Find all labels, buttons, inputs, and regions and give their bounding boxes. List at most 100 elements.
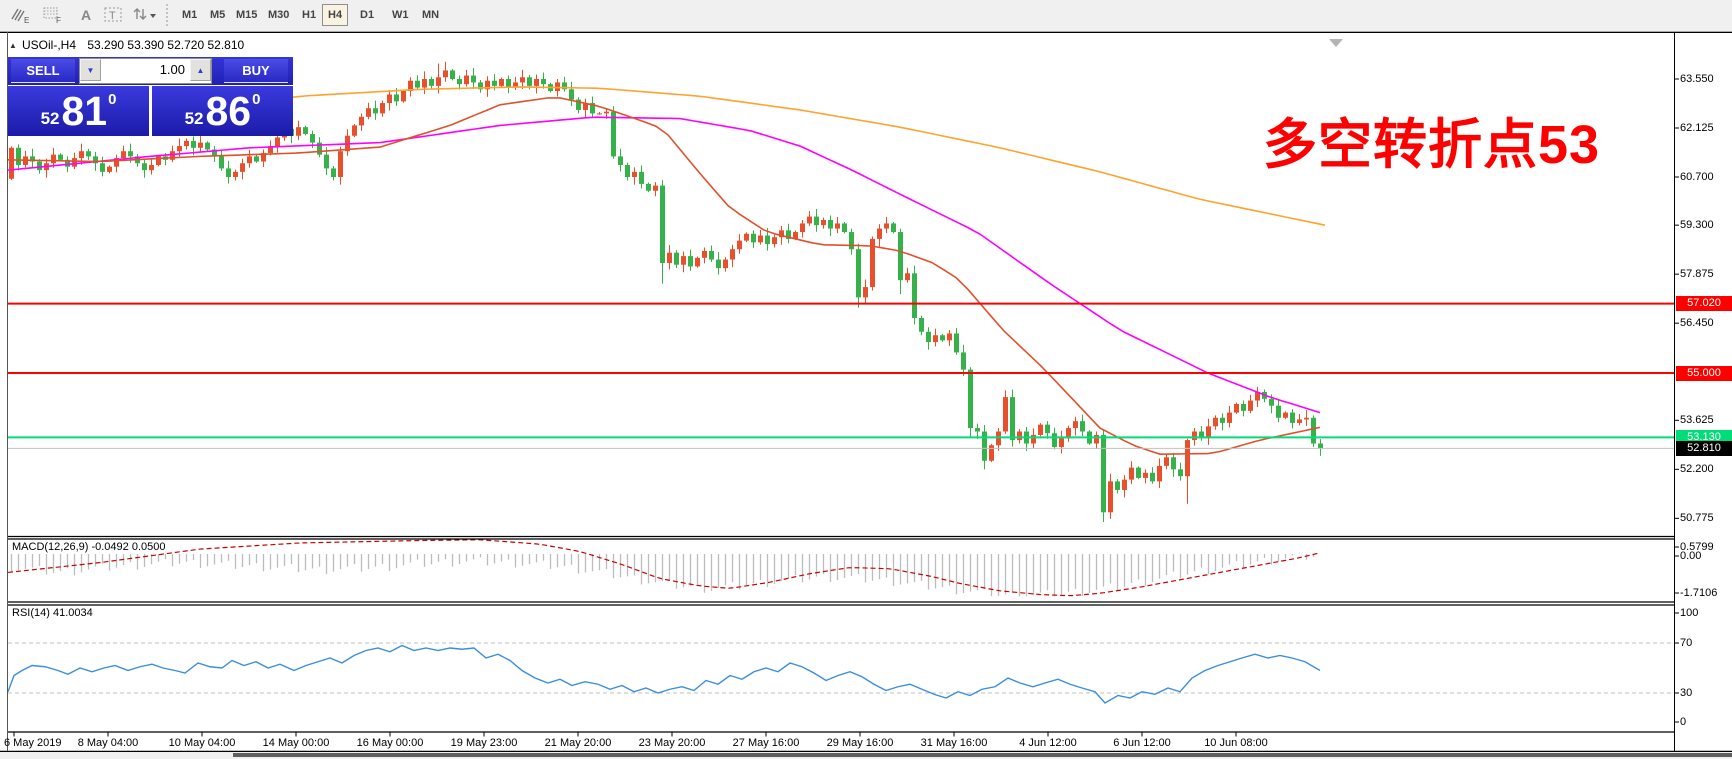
buy-quote-box[interactable]: 52 86 0 xyxy=(152,86,293,136)
candle-body xyxy=(1269,398,1274,406)
indicators-icon[interactable]: E xyxy=(6,3,34,27)
candle-body xyxy=(786,230,791,239)
candle-body xyxy=(793,232,798,239)
candle-body xyxy=(611,111,616,157)
candle-body xyxy=(394,94,399,102)
candle-body xyxy=(1220,417,1225,423)
candle-body xyxy=(1052,433,1057,447)
timeframe-button-M1[interactable]: M1 xyxy=(176,4,203,26)
timeframe-button-MN[interactable]: MN xyxy=(416,4,445,26)
sell-button[interactable]: SELL xyxy=(11,59,75,83)
candle-body xyxy=(254,156,259,162)
chart-shift-marker-icon[interactable] xyxy=(1329,39,1343,47)
rsi-axis-label: 0 xyxy=(1680,716,1687,728)
trade-panel-top-row: SELL ▼ 1.00 ▲ BUY xyxy=(8,57,293,85)
volume-stepper: ▼ 1.00 ▲ xyxy=(79,58,212,84)
date-tick-label[interactable]: 6 Jun 12:00 xyxy=(1113,737,1171,749)
candle-body xyxy=(212,149,217,157)
date-tick-label[interactable]: 14 May 00:00 xyxy=(262,737,330,749)
buy-quote-big-digits: 86 xyxy=(205,88,252,134)
price-badge-57.020: 57.020 xyxy=(1676,296,1732,312)
horizontal-scrollbar-thumb[interactable] xyxy=(233,753,1732,757)
candle-body xyxy=(219,156,224,169)
candle-body xyxy=(436,77,441,86)
candle-body xyxy=(128,151,133,157)
candle-body xyxy=(653,185,658,191)
candle-body xyxy=(639,171,644,184)
macd-axis-label: 0.00 xyxy=(1680,550,1702,562)
date-tick-label[interactable]: 8 May 04:00 xyxy=(77,737,139,749)
price-badge-55.000: 55.000 xyxy=(1676,365,1732,381)
rsi-axis-label: 30 xyxy=(1680,687,1693,699)
date-tick-label[interactable]: 10 May 04:00 xyxy=(168,737,236,749)
date-tick-label[interactable]: 27 May 16:00 xyxy=(732,737,800,749)
date-tick-label[interactable]: 29 May 16:00 xyxy=(826,737,894,749)
candle-body xyxy=(121,151,126,159)
svg-text:E: E xyxy=(24,16,29,25)
candle-body xyxy=(1080,421,1085,432)
price-axis-label: 52.200 xyxy=(1680,463,1714,476)
candle-body xyxy=(1010,397,1015,441)
volume-decrease-button[interactable]: ▼ xyxy=(80,59,101,81)
candle-body xyxy=(261,152,266,162)
sell-quote-box[interactable]: 52 81 0 xyxy=(8,86,149,136)
date-tick-label[interactable]: 16 May 00:00 xyxy=(356,737,424,749)
timeframe-button-M15[interactable]: M15 xyxy=(230,4,263,26)
candle-body xyxy=(1136,467,1141,478)
arrange-icon[interactable] xyxy=(130,3,158,27)
chart-annotation-text: 多空转折点53 xyxy=(1263,115,1601,175)
candle-body xyxy=(919,318,924,332)
candle-body xyxy=(513,82,518,88)
date-tick-label[interactable]: 19 May 23:00 xyxy=(450,737,518,749)
volume-increase-button[interactable]: ▲ xyxy=(190,59,211,81)
label-tool-icon[interactable]: T xyxy=(100,3,128,27)
candle-body xyxy=(177,146,182,152)
timeframe-button-M30[interactable]: M30 xyxy=(262,4,295,26)
date-tick-label[interactable]: 4 Jun 12:00 xyxy=(1019,737,1077,749)
date-tick-label[interactable]: 23 May 20:00 xyxy=(638,737,706,749)
candle-body xyxy=(716,259,721,269)
candle-body xyxy=(149,164,154,171)
candle-body xyxy=(233,171,238,178)
rsi-label: RSI(14) 41.0034 xyxy=(12,607,93,619)
candle-body xyxy=(898,232,903,281)
date-tick-label[interactable]: 6 May 2019 xyxy=(4,737,62,749)
date-tick-label[interactable]: 21 May 20:00 xyxy=(544,737,612,749)
timeframe-button-H4[interactable]: H4 xyxy=(322,4,349,26)
candle-body xyxy=(667,252,672,263)
candle-body xyxy=(100,163,105,172)
volume-input[interactable]: 1.00 xyxy=(101,59,190,81)
panel-borders xyxy=(0,32,1732,753)
candle-body xyxy=(842,223,847,233)
candle-body xyxy=(310,134,315,143)
timeframe-button-D1[interactable]: D1 xyxy=(354,4,380,26)
buy-button[interactable]: BUY xyxy=(224,59,288,83)
timeframe-button-W1[interactable]: W1 xyxy=(386,4,415,26)
candle-body xyxy=(324,154,329,169)
candle-body xyxy=(751,233,756,243)
candle-body xyxy=(1199,431,1204,439)
macd-axis-label: 0.5799 xyxy=(1680,541,1714,553)
candle-body xyxy=(807,216,812,224)
timeframe-button-H1[interactable]: H1 xyxy=(296,4,322,26)
candle-body xyxy=(1108,481,1113,513)
rsi-axis-label: 100 xyxy=(1680,607,1699,619)
svg-text:A: A xyxy=(81,7,91,23)
collapse-panel-arrow-icon[interactable]: ▲ xyxy=(9,41,17,50)
candle-body xyxy=(527,77,532,86)
candle-body xyxy=(366,108,371,117)
candle-body xyxy=(744,233,749,241)
candle-body xyxy=(1143,472,1148,478)
date-tick-label[interactable]: 10 Jun 08:00 xyxy=(1204,737,1268,749)
text-tool-icon[interactable]: A xyxy=(72,3,100,27)
candle-body xyxy=(933,335,938,343)
timeframe-button-M5[interactable]: M5 xyxy=(204,4,231,26)
candle-body xyxy=(835,223,840,229)
date-tick-label[interactable]: 31 May 16:00 xyxy=(920,737,988,749)
candle-body xyxy=(660,185,665,263)
grid-icon[interactable]: F xyxy=(38,3,66,27)
candle-body xyxy=(765,235,770,245)
candle-body xyxy=(709,250,714,260)
